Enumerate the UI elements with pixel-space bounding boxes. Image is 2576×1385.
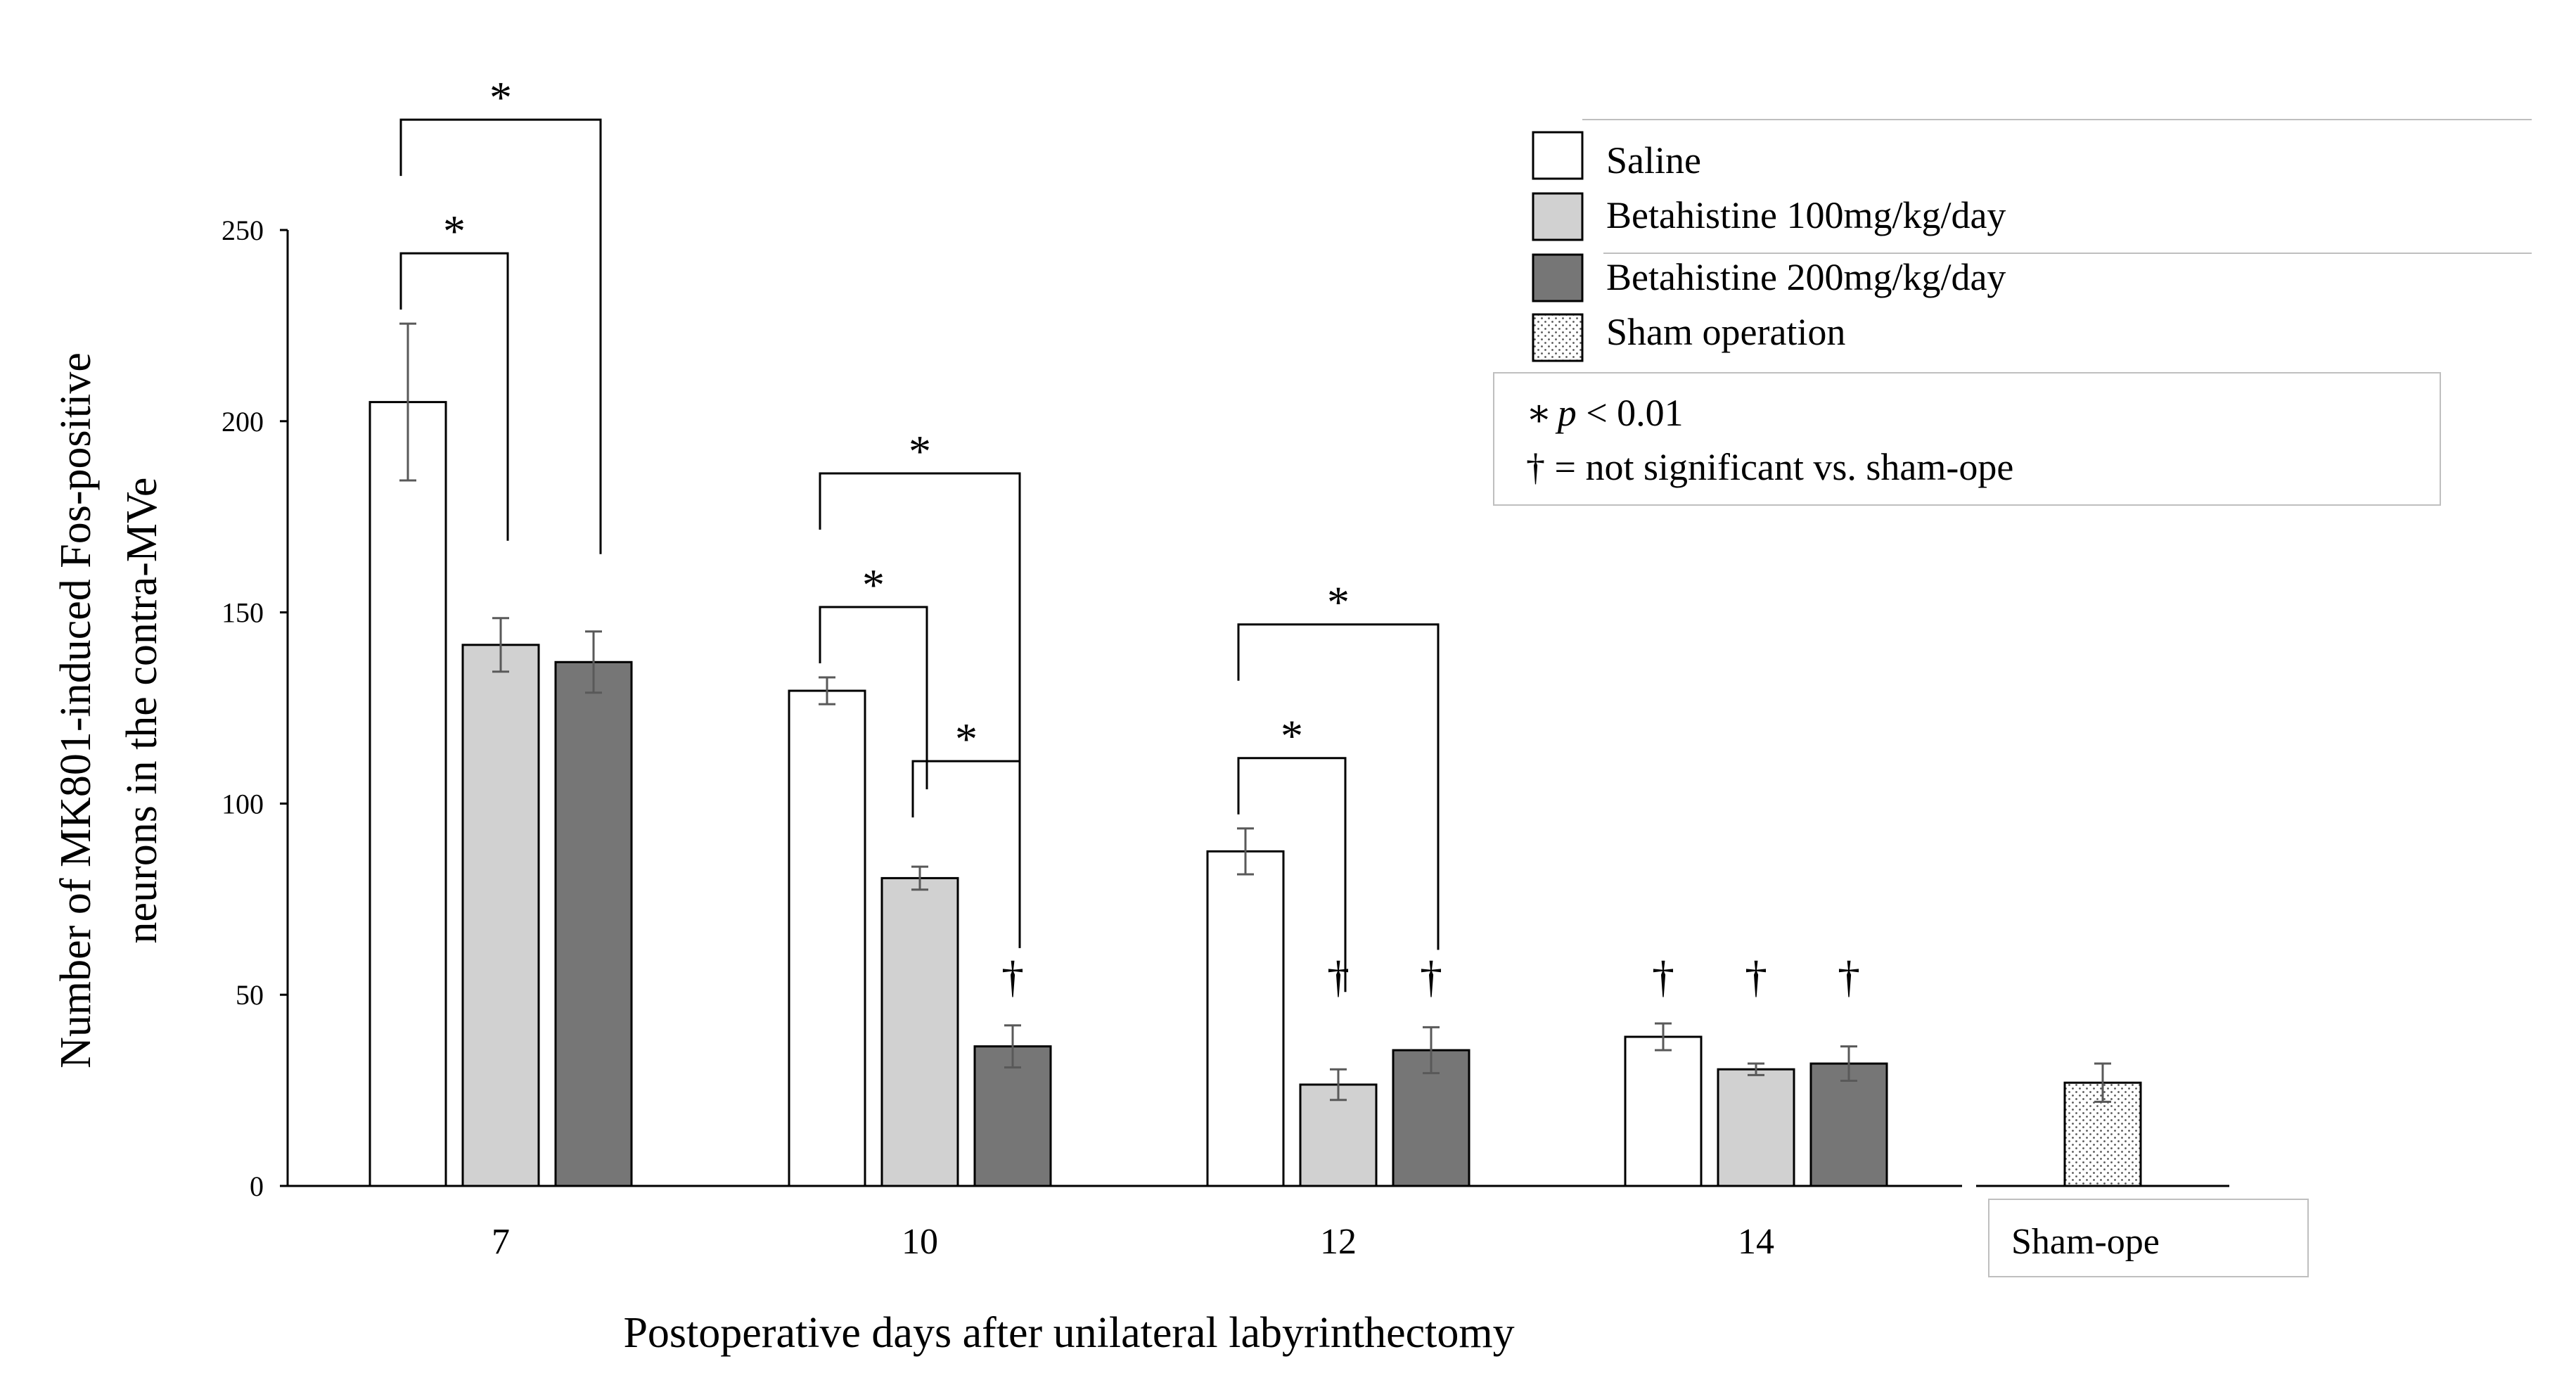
legend-swatch-betahistine-100 [1532, 192, 1584, 241]
bar [1809, 1062, 1888, 1187]
bar [788, 689, 866, 1187]
y-tick-label: 50 [236, 979, 264, 1011]
significance-brackets: * * * * * * * [399, 72, 1440, 993]
note-p-letter: p [1555, 392, 1577, 434]
dagger-mark: † [1327, 952, 1350, 1002]
bar [554, 660, 633, 1187]
note-asterisk: ∗ [1526, 392, 1552, 434]
significance-asterisk: * [489, 72, 512, 122]
bar [973, 1045, 1052, 1187]
legend-label-betahistine-200: Betahistine 200mg/kg/day [1606, 256, 2006, 298]
legend-label-saline: Saline [1606, 139, 1701, 181]
significance-note: ∗ p < 0.01 † = not significant vs. sham-o… [1493, 372, 2441, 506]
dagger-mark: † [1420, 952, 1442, 1002]
x-category-label: 12 [1320, 1222, 1357, 1262]
significance-bracket [399, 252, 509, 541]
significance-bracket [819, 472, 1021, 948]
dagger-mark: † [1745, 952, 1767, 1002]
significance-asterisk: * [909, 426, 931, 476]
bar [1206, 850, 1285, 1187]
y-tick-label: 200 [222, 406, 264, 438]
sham-category-label: Sham-ope [2011, 1222, 2160, 1262]
significance-bracket [1237, 623, 1440, 950]
sham-label-box [1988, 1199, 2309, 1277]
y-ticks: 0 50 100 150 200 250 [222, 215, 288, 1202]
not-significant-marks: † † † † † † [1001, 952, 1860, 1002]
significance-asterisk: * [443, 206, 466, 256]
note-dagger: † = not significant vs. sham-ope [1526, 446, 2013, 488]
significance-bracket [819, 606, 928, 790]
note-p-value: ∗ p < 0.01 [1526, 392, 1684, 434]
significance-asterisk: * [955, 714, 978, 764]
legend-swatch-saline [1532, 131, 1584, 180]
dagger-mark: † [1001, 952, 1024, 1002]
category-labels: 7 10 12 14 [492, 1222, 1774, 1262]
legend: Saline Betahistine 100mg/kg/day Betahist… [1532, 119, 2532, 362]
bar [880, 876, 959, 1187]
bars [369, 322, 2142, 1187]
legend-label-sham: Sham operation [1606, 311, 1845, 353]
y-tick-label: 250 [222, 215, 264, 246]
significance-bracket [399, 118, 602, 554]
y-tick-label: 0 [250, 1170, 264, 1202]
bar [369, 401, 447, 1187]
legend-swatch-sham [1532, 313, 1584, 362]
legend-swatch-betahistine-200 [1532, 253, 1584, 302]
note-p-threshold: < 0.01 [1577, 392, 1684, 434]
y-tick-label: 100 [222, 788, 264, 819]
bar [1624, 1035, 1703, 1187]
bar [1717, 1068, 1795, 1187]
dagger-mark: † [1838, 952, 1860, 1002]
significance-bracket [1237, 757, 1347, 993]
legend-label-betahistine-100: Betahistine 100mg/kg/day [1606, 194, 2006, 236]
x-axis-title: Postoperative days after unilateral laby… [623, 1309, 1514, 1357]
y-axis-title-line-2: neurons in the contra-MVe [118, 478, 166, 944]
bar [1299, 1083, 1378, 1187]
significance-asterisk: * [1327, 577, 1350, 627]
x-category-label: 10 [902, 1222, 938, 1262]
x-category-label: 7 [492, 1222, 510, 1262]
y-axis-title-line-1: Number of MK801-induced Fos-positive [52, 352, 100, 1068]
bar [461, 644, 540, 1187]
x-category-label: 14 [1738, 1222, 1774, 1262]
significance-asterisk: * [1281, 711, 1303, 761]
y-tick-label: 150 [222, 597, 264, 629]
significance-asterisk: * [862, 560, 885, 610]
dagger-mark: † [1652, 952, 1674, 1002]
note-box [1493, 372, 2441, 506]
